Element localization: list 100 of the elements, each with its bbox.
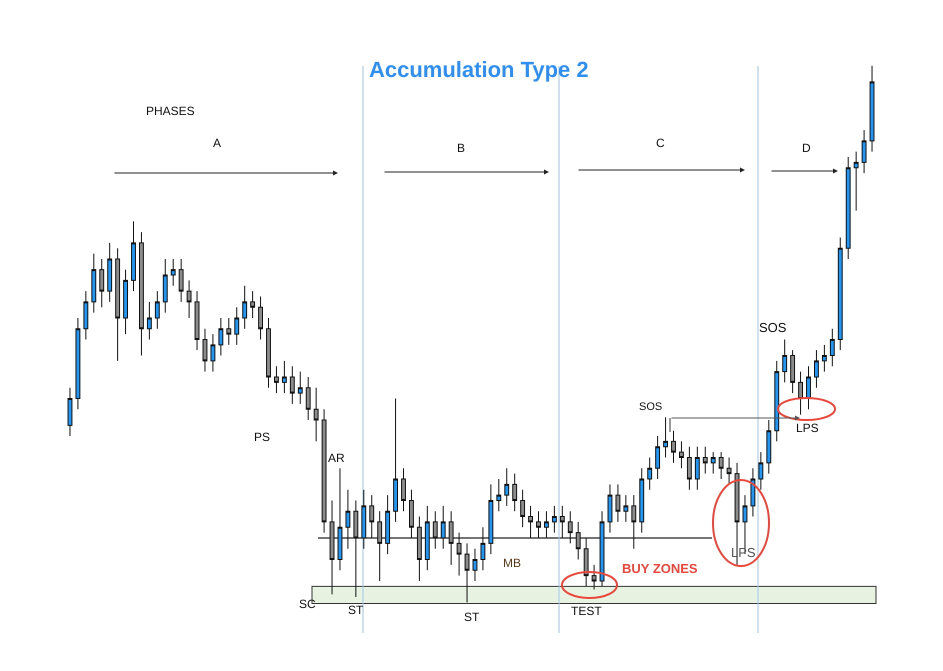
candlestick xyxy=(552,505,557,534)
candlestick xyxy=(798,371,803,416)
candlestick xyxy=(361,489,366,550)
candlestick xyxy=(123,269,128,335)
candlestick xyxy=(131,220,136,292)
candlestick xyxy=(774,360,780,442)
candlestick xyxy=(186,280,192,318)
annotation: LPS xyxy=(796,421,819,435)
candlestick xyxy=(393,398,398,522)
candlestick xyxy=(702,446,708,474)
candlestick xyxy=(623,494,628,522)
candlestick xyxy=(663,416,668,458)
annotation: SC xyxy=(299,597,316,611)
candlestick xyxy=(416,516,422,582)
candlestick xyxy=(194,290,200,351)
candlestick xyxy=(266,317,271,388)
candlestick xyxy=(814,350,819,388)
candlestick xyxy=(83,290,88,340)
candlestick xyxy=(322,408,327,534)
candlestick xyxy=(520,489,526,528)
candlestick xyxy=(226,317,232,346)
candlestick xyxy=(528,505,533,539)
candlestick xyxy=(846,156,851,260)
candlestick xyxy=(298,371,303,404)
candlestick xyxy=(154,290,160,330)
candlestick xyxy=(655,436,660,480)
candlestick xyxy=(584,538,589,587)
candlestick xyxy=(330,500,334,595)
candlestick xyxy=(99,258,104,308)
candlestick xyxy=(107,242,112,302)
annotation: AR xyxy=(328,451,346,465)
candlestick xyxy=(448,510,454,566)
annotation: PHASES xyxy=(146,104,195,118)
candlestick xyxy=(504,468,510,506)
candlestick xyxy=(608,484,612,534)
candlestick xyxy=(870,65,874,152)
candlestick xyxy=(615,484,620,522)
candlestick xyxy=(576,521,581,560)
candlestick xyxy=(345,489,350,550)
annotation: SOS xyxy=(639,401,662,413)
candlestick xyxy=(790,350,796,394)
text: ST xyxy=(464,610,480,624)
annotation: SOS xyxy=(759,320,787,335)
candlestick xyxy=(440,505,446,550)
text: TEST xyxy=(571,604,602,618)
annotation: D xyxy=(802,141,811,155)
candlestick xyxy=(146,301,152,340)
candlestick xyxy=(647,457,652,490)
candlestick xyxy=(409,489,414,539)
candlestick xyxy=(234,306,240,346)
candlestick xyxy=(750,468,756,518)
candlestick xyxy=(353,500,358,598)
candlestick xyxy=(822,344,827,372)
candlestick xyxy=(758,452,764,490)
candlestick xyxy=(274,366,279,394)
candlestick xyxy=(488,484,494,555)
candlestick xyxy=(496,478,502,512)
candlestick xyxy=(170,258,176,286)
candlestick xyxy=(68,387,72,437)
candlestick xyxy=(806,366,811,410)
candlestick xyxy=(686,446,692,490)
candlestick xyxy=(694,446,700,490)
candlestick xyxy=(631,494,636,550)
candlestick xyxy=(639,468,644,534)
candlestick xyxy=(210,334,216,372)
annotation: B xyxy=(457,141,466,155)
candlestick xyxy=(838,236,843,351)
candlestick xyxy=(258,296,263,340)
candlestick xyxy=(401,468,406,512)
candlestick xyxy=(202,328,208,372)
text: ST xyxy=(348,603,364,617)
candlestick xyxy=(250,290,256,318)
candlestick xyxy=(242,285,248,330)
annotation: MB xyxy=(503,556,521,570)
candlestick xyxy=(782,338,788,383)
candlestick xyxy=(314,387,319,442)
annotation: A xyxy=(213,136,222,150)
candlestick xyxy=(290,366,295,404)
candlestick xyxy=(480,526,486,571)
candlestick xyxy=(432,510,438,550)
candlestick xyxy=(854,151,859,212)
candlestick xyxy=(560,505,565,539)
candlestick xyxy=(718,452,724,480)
candlestick xyxy=(338,468,342,571)
candlestick xyxy=(830,328,835,367)
candlestick xyxy=(679,440,684,469)
candlestick xyxy=(139,232,144,356)
candlestick xyxy=(600,510,604,587)
candlestick xyxy=(91,253,96,314)
candlestick xyxy=(726,457,732,485)
annotation: BUY ZONES xyxy=(622,561,698,576)
candlestick xyxy=(766,419,772,474)
candlestick xyxy=(162,258,168,314)
candlestick xyxy=(306,376,311,420)
candlestick xyxy=(424,505,430,571)
candlestick xyxy=(862,130,867,174)
candlestick xyxy=(464,542,470,603)
candlestick xyxy=(75,317,80,410)
candlestick xyxy=(456,532,462,576)
candlestick xyxy=(512,473,518,512)
